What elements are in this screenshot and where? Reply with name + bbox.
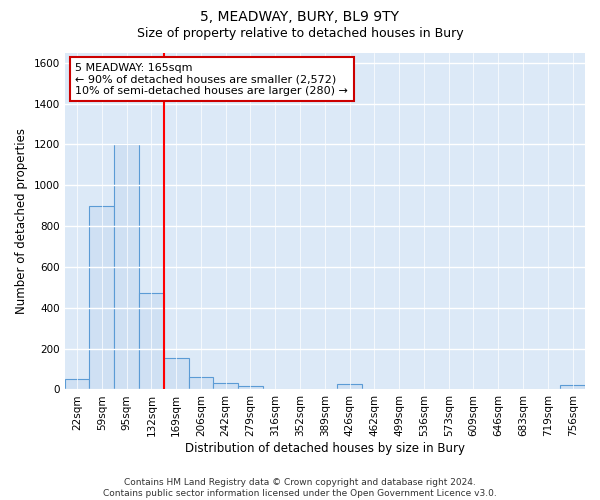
X-axis label: Distribution of detached houses by size in Bury: Distribution of detached houses by size …: [185, 442, 465, 455]
Text: 5 MEADWAY: 165sqm
← 90% of detached houses are smaller (2,572)
10% of semi-detac: 5 MEADWAY: 165sqm ← 90% of detached hous…: [75, 62, 348, 96]
Y-axis label: Number of detached properties: Number of detached properties: [15, 128, 28, 314]
Bar: [337, 384, 362, 390]
Bar: [164, 358, 188, 390]
Text: Size of property relative to detached houses in Bury: Size of property relative to detached ho…: [137, 28, 463, 40]
Bar: [114, 144, 139, 390]
Bar: [214, 384, 238, 390]
Bar: [238, 386, 263, 390]
Bar: [560, 386, 585, 390]
Bar: [139, 294, 164, 390]
Text: 5, MEADWAY, BURY, BL9 9TY: 5, MEADWAY, BURY, BL9 9TY: [200, 10, 400, 24]
Text: Contains HM Land Registry data © Crown copyright and database right 2024.
Contai: Contains HM Land Registry data © Crown c…: [103, 478, 497, 498]
Bar: [89, 206, 114, 390]
Bar: [65, 379, 89, 390]
Bar: [188, 377, 214, 390]
